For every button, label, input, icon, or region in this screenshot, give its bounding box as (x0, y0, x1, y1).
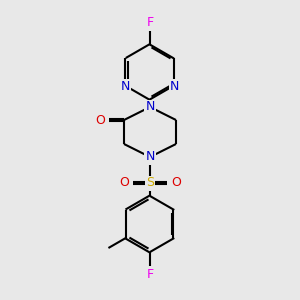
Text: S: S (146, 176, 154, 190)
Text: N: N (145, 100, 155, 113)
Text: F: F (146, 16, 154, 29)
Text: N: N (169, 80, 179, 92)
Text: F: F (146, 268, 154, 281)
Text: O: O (95, 113, 105, 127)
Text: N: N (121, 80, 130, 92)
Text: O: O (119, 176, 129, 190)
Text: O: O (171, 176, 181, 190)
Text: N: N (145, 151, 155, 164)
